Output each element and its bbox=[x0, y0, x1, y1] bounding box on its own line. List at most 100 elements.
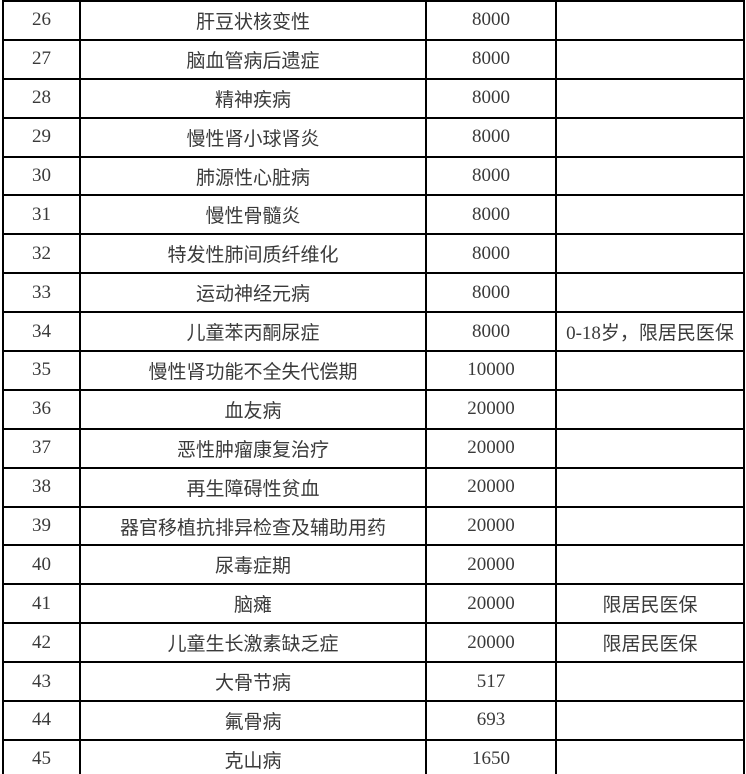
table-row: 31 慢性骨髓炎 8000 bbox=[2, 194, 745, 236]
row-number-cell: 41 bbox=[2, 583, 81, 625]
disease-name-cell: 慢性肾小球肾炎 bbox=[79, 116, 427, 158]
row-number-cell: 38 bbox=[2, 466, 81, 508]
disease-name-cell: 肺源性心脏病 bbox=[79, 155, 427, 197]
disease-name-cell: 儿童生长激素缺乏症 bbox=[79, 622, 427, 664]
amount-cell: 20000 bbox=[425, 388, 557, 430]
note-cell bbox=[555, 233, 745, 275]
disease-name-cell: 精神疾病 bbox=[79, 77, 427, 119]
row-number-cell: 45 bbox=[2, 738, 81, 774]
table-row: 34 儿童苯丙酮尿症 8000 0-18岁，限居民医保 bbox=[2, 311, 745, 353]
table-row: 42 儿童生长激素缺乏症 20000 限居民医保 bbox=[2, 622, 745, 664]
amount-cell: 20000 bbox=[425, 427, 557, 469]
disease-name-cell: 血友病 bbox=[79, 388, 427, 430]
disease-name-cell: 脑瘫 bbox=[79, 583, 427, 625]
table-row: 37 恶性肿瘤康复治疗 20000 bbox=[2, 427, 745, 469]
disease-name-cell: 运动神经元病 bbox=[79, 272, 427, 314]
amount-cell: 20000 bbox=[425, 622, 557, 664]
disease-name-cell: 慢性肾功能不全失代偿期 bbox=[79, 350, 427, 391]
amount-cell: 693 bbox=[425, 700, 557, 741]
note-cell bbox=[555, 272, 745, 314]
note-cell bbox=[555, 700, 745, 741]
row-number-cell: 42 bbox=[2, 622, 81, 664]
row-number-cell: 28 bbox=[2, 77, 81, 119]
disease-name-cell: 器官移植抗排异检查及辅助用药 bbox=[79, 505, 427, 547]
row-number-cell: 29 bbox=[2, 116, 81, 158]
row-number-cell: 36 bbox=[2, 388, 81, 430]
amount-cell: 8000 bbox=[425, 38, 557, 80]
amount-cell: 20000 bbox=[425, 583, 557, 625]
note-cell bbox=[555, 466, 745, 508]
note-cell bbox=[555, 38, 745, 80]
disease-name-cell: 脑血管病后遗症 bbox=[79, 38, 427, 80]
note-cell bbox=[555, 738, 745, 774]
note-cell bbox=[555, 116, 745, 158]
disease-name-cell: 儿童苯丙酮尿症 bbox=[79, 311, 427, 353]
disease-name-cell: 慢性骨髓炎 bbox=[79, 194, 427, 236]
table-row: 38 再生障碍性贫血 20000 bbox=[2, 466, 745, 508]
table-row: 41 脑瘫 20000 限居民医保 bbox=[2, 583, 745, 625]
amount-cell: 8000 bbox=[425, 272, 557, 314]
table-row: 26 肝豆状核变性 8000 bbox=[2, 0, 745, 41]
row-number-cell: 43 bbox=[2, 661, 81, 703]
table-row: 27 脑血管病后遗症 8000 bbox=[2, 38, 745, 80]
table-row: 28 精神疾病 8000 bbox=[2, 77, 745, 119]
row-number-cell: 37 bbox=[2, 427, 81, 469]
row-number-cell: 39 bbox=[2, 505, 81, 547]
amount-cell: 8000 bbox=[425, 311, 557, 353]
note-cell bbox=[555, 194, 745, 236]
note-cell bbox=[555, 388, 745, 430]
note-cell: 0-18岁，限居民医保 bbox=[555, 311, 745, 353]
amount-cell: 517 bbox=[425, 661, 557, 703]
table-row: 30 肺源性心脏病 8000 bbox=[2, 155, 745, 197]
note-cell: 限居民医保 bbox=[555, 622, 745, 664]
note-cell bbox=[555, 505, 745, 547]
table-row: 29 慢性肾小球肾炎 8000 bbox=[2, 116, 745, 158]
row-number-cell: 30 bbox=[2, 155, 81, 197]
amount-cell: 8000 bbox=[425, 0, 557, 41]
row-number-cell: 32 bbox=[2, 233, 81, 275]
row-number-cell: 35 bbox=[2, 350, 81, 391]
disease-name-cell: 大骨节病 bbox=[79, 661, 427, 703]
row-number-cell: 27 bbox=[2, 38, 81, 80]
amount-cell: 8000 bbox=[425, 116, 557, 158]
row-number-cell: 34 bbox=[2, 311, 81, 353]
note-cell bbox=[555, 661, 745, 703]
row-number-cell: 33 bbox=[2, 272, 81, 314]
note-cell bbox=[555, 427, 745, 469]
note-cell bbox=[555, 155, 745, 197]
table-row: 45 克山病 1650 bbox=[2, 738, 745, 774]
disease-name-cell: 再生障碍性贫血 bbox=[79, 466, 427, 508]
note-cell: 限居民医保 bbox=[555, 583, 745, 625]
table-row: 39 器官移植抗排异检查及辅助用药 20000 bbox=[2, 505, 745, 547]
table-row: 40 尿毒症期 20000 bbox=[2, 544, 745, 586]
amount-cell: 8000 bbox=[425, 77, 557, 119]
table-row: 33 运动神经元病 8000 bbox=[2, 272, 745, 314]
disease-name-cell: 肝豆状核变性 bbox=[79, 0, 427, 41]
amount-cell: 8000 bbox=[425, 155, 557, 197]
row-number-cell: 40 bbox=[2, 544, 81, 586]
amount-cell: 8000 bbox=[425, 194, 557, 236]
row-number-cell: 31 bbox=[2, 194, 81, 236]
amount-cell: 20000 bbox=[425, 466, 557, 508]
table-row: 36 血友病 20000 bbox=[2, 388, 745, 430]
table-row: 44 氟骨病 693 bbox=[2, 700, 745, 741]
note-cell bbox=[555, 544, 745, 586]
disease-name-cell: 恶性肿瘤康复治疗 bbox=[79, 427, 427, 469]
disease-name-cell: 氟骨病 bbox=[79, 700, 427, 741]
amount-cell: 10000 bbox=[425, 350, 557, 391]
amount-cell: 1650 bbox=[425, 738, 557, 774]
table-row: 35 慢性肾功能不全失代偿期 10000 bbox=[2, 350, 745, 391]
disease-name-cell: 克山病 bbox=[79, 738, 427, 774]
amount-cell: 20000 bbox=[425, 544, 557, 586]
note-cell bbox=[555, 350, 745, 391]
amount-cell: 8000 bbox=[425, 233, 557, 275]
row-number-cell: 44 bbox=[2, 700, 81, 741]
amount-cell: 20000 bbox=[425, 505, 557, 547]
table-row: 43 大骨节病 517 bbox=[2, 661, 745, 703]
disease-name-cell: 特发性肺间质纤维化 bbox=[79, 233, 427, 275]
row-number-cell: 26 bbox=[2, 0, 81, 41]
table-row: 32 特发性肺间质纤维化 8000 bbox=[2, 233, 745, 275]
note-cell bbox=[555, 0, 745, 41]
